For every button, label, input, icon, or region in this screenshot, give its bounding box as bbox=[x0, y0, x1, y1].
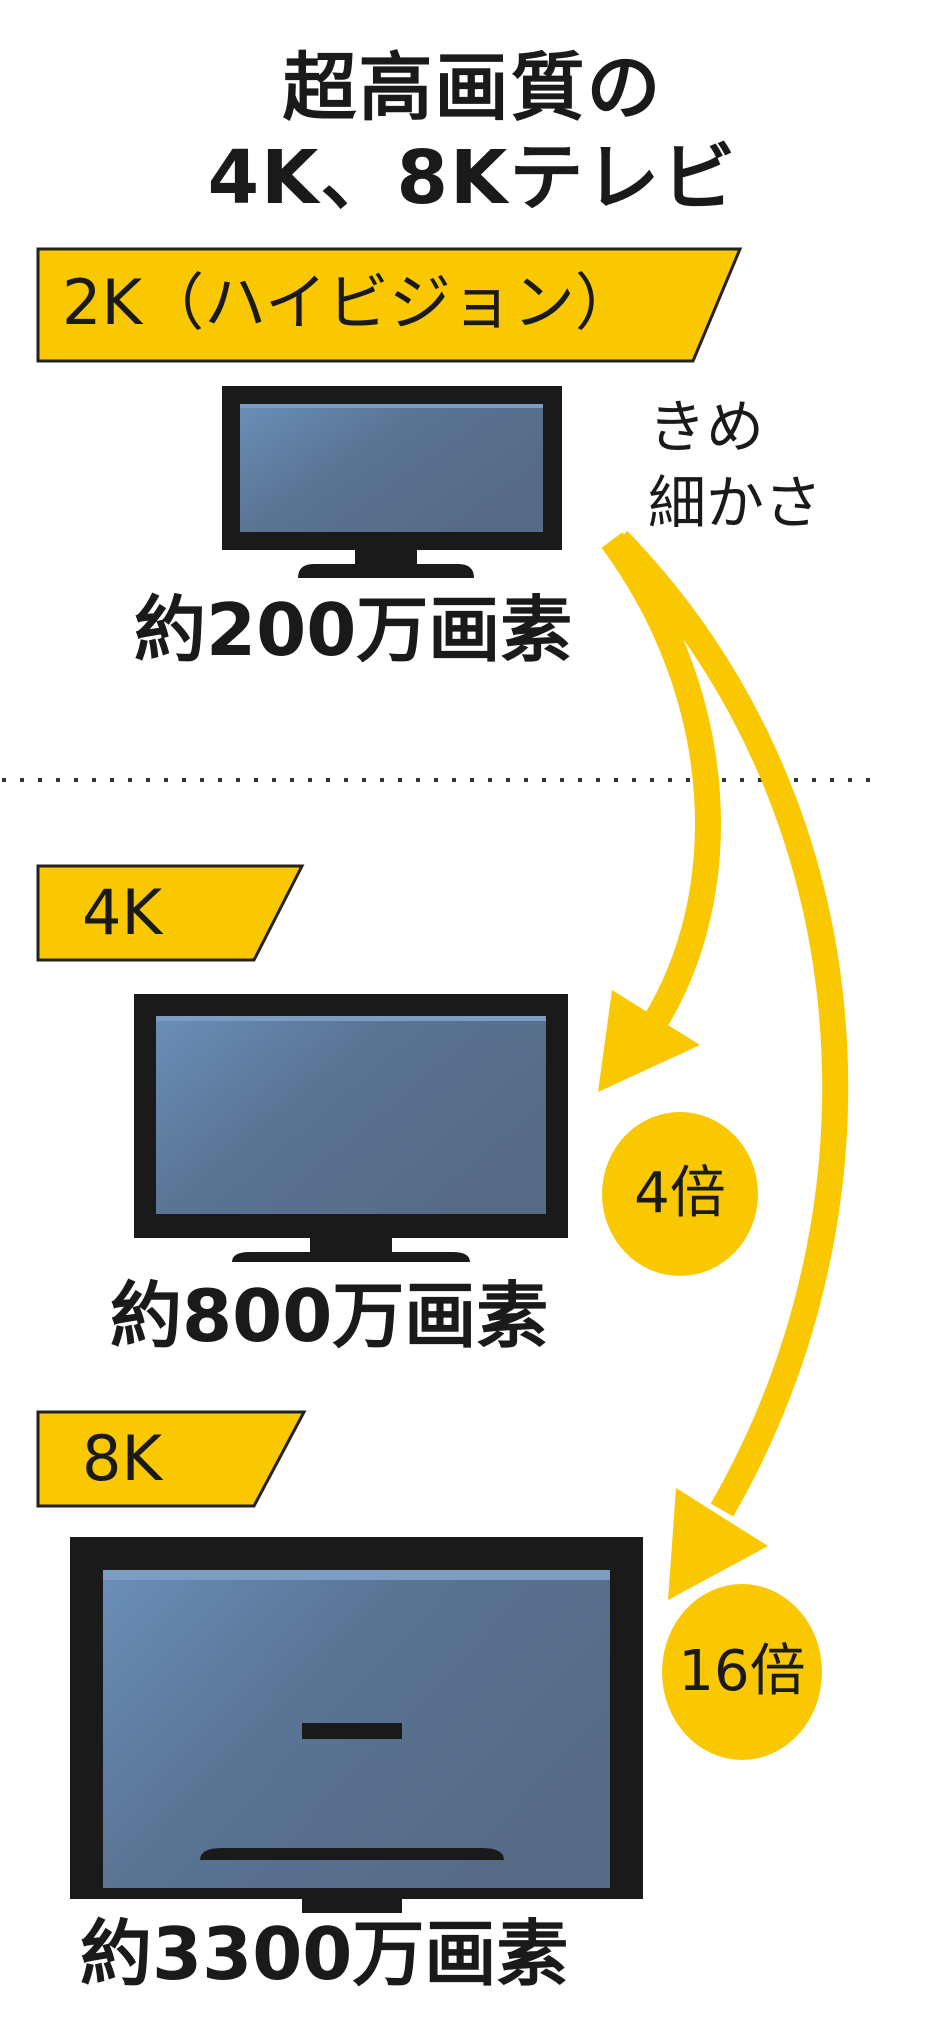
tv-icon bbox=[134, 994, 568, 1262]
title-line1: 超高画質の bbox=[282, 45, 663, 131]
multiplier-circle-16x bbox=[662, 1584, 822, 1760]
tv-icon bbox=[222, 386, 562, 578]
tv-8k-stand bbox=[70, 1537, 643, 1538]
detail-label-line1: きめ bbox=[648, 393, 765, 461]
tv-icon bbox=[70, 1537, 643, 1899]
pixels-4k: 約800万画素 bbox=[110, 1274, 549, 1358]
banner-8k-label: 8K bbox=[82, 1422, 163, 1495]
multiplier-16x: 16倍 bbox=[678, 1639, 806, 1704]
pixels-2k: 約200万画素 bbox=[134, 588, 573, 672]
pixels-8k: 約3300万画素 bbox=[80, 1912, 569, 1996]
arrow-icon bbox=[608, 530, 849, 1600]
multiplier-4x: 4倍 bbox=[634, 1161, 726, 1226]
multiplier-circle-4x bbox=[602, 1112, 758, 1276]
arrow-icon bbox=[598, 532, 721, 1092]
banner-2k-label: 2K（ハイビジョン） bbox=[62, 266, 637, 339]
banner-2k bbox=[36, 247, 743, 363]
banner-8k-shape bbox=[36, 1410, 307, 1508]
banner-4k-label: 4K bbox=[82, 876, 163, 949]
banner-4k bbox=[36, 864, 305, 962]
detail-label-line2: 細かさ bbox=[648, 469, 823, 537]
title-line2: 4K、8Kテレビ bbox=[207, 135, 738, 221]
